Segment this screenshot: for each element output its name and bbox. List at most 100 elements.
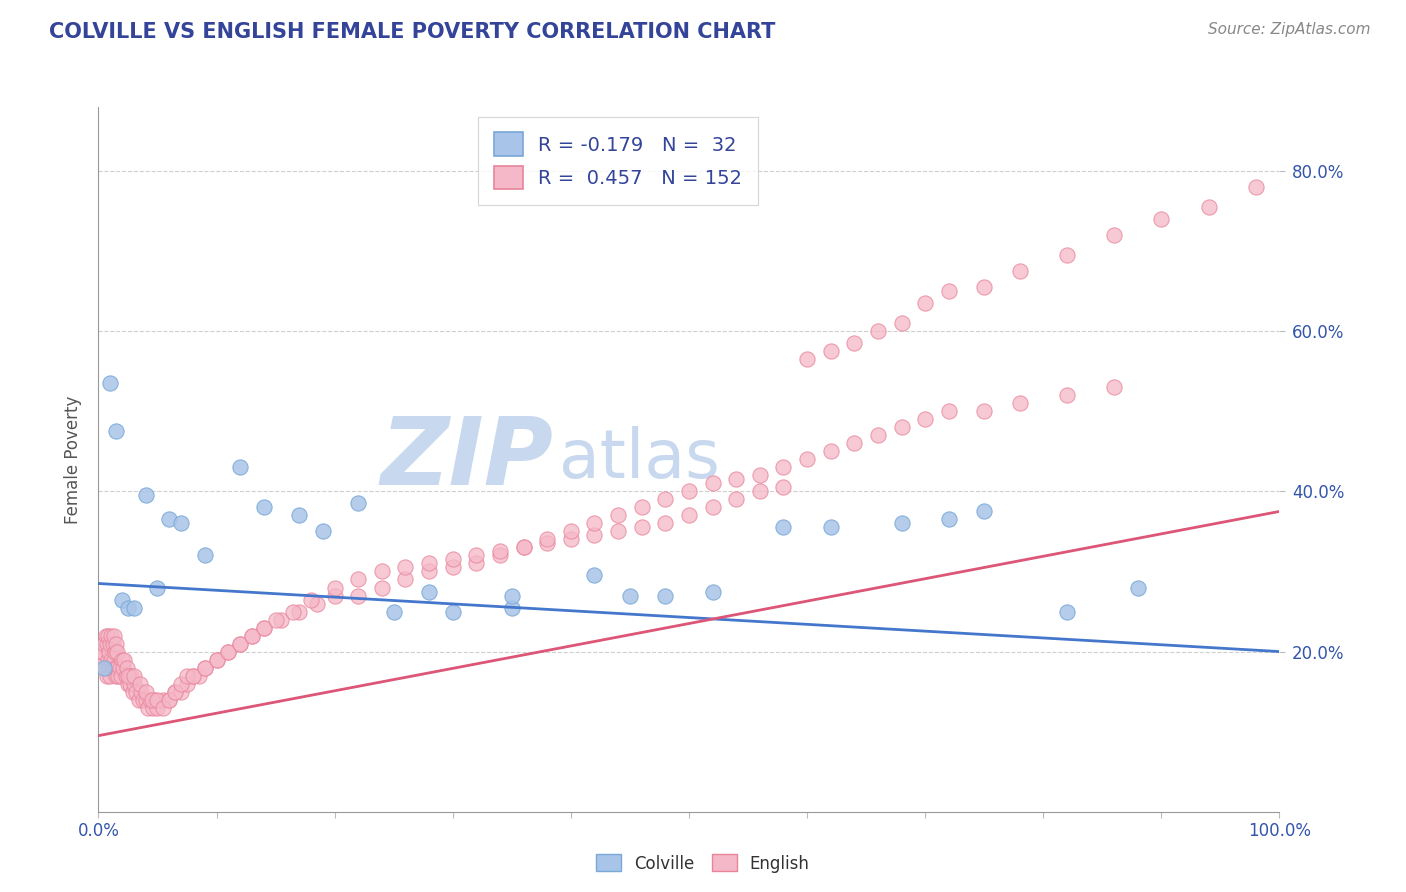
Point (583, 568, 606, 582)
Point (1198, 200, 1220, 214)
Point (121, 668, 143, 682)
Point (157, 512, 180, 526)
Point (512, 541, 534, 555)
Text: ZIP: ZIP (380, 413, 553, 506)
Point (101, 636, 124, 650)
Point (136, 700, 159, 714)
Point (104, 644, 127, 658)
Point (122, 676, 145, 690)
Point (501, 589, 523, 603)
Point (152, 692, 174, 706)
Point (139, 692, 162, 706)
Point (630, 500, 652, 515)
Point (205, 652, 228, 666)
Legend: R = -0.179   N =  32, R =  0.457   N = 152: R = -0.179 N = 32, R = 0.457 N = 152 (478, 117, 758, 205)
Point (111, 592, 134, 607)
Point (110, 668, 132, 682)
Point (607, 524, 630, 539)
Point (96, 636, 118, 650)
Point (122, 668, 145, 682)
Point (607, 508, 630, 523)
Point (128, 692, 150, 706)
Point (441, 560, 464, 574)
Point (914, 412, 936, 426)
Point (914, 296, 936, 310)
Point (890, 420, 912, 434)
Point (512, 541, 534, 555)
Point (702, 500, 724, 515)
Point (98, 644, 121, 658)
Point (312, 524, 335, 539)
Point (820, 344, 842, 359)
Point (120, 676, 142, 690)
Point (170, 676, 193, 690)
Point (90, 652, 112, 666)
Point (1102, 228, 1125, 243)
Point (135, 692, 157, 706)
Point (394, 573, 416, 587)
Point (111, 652, 134, 666)
Point (1056, 605, 1078, 619)
Point (98, 668, 121, 682)
Point (253, 621, 276, 635)
Point (382, 605, 405, 619)
Point (560, 524, 582, 539)
Point (748, 468, 770, 483)
Point (583, 528, 606, 542)
Point (118, 668, 141, 682)
Point (489, 544, 512, 558)
Point (94, 660, 117, 674)
Point (93, 636, 115, 650)
Point (194, 660, 217, 674)
Point (844, 336, 866, 351)
Point (441, 605, 464, 619)
Point (796, 452, 818, 467)
Point (347, 589, 370, 603)
Point (725, 472, 748, 486)
Point (371, 581, 394, 595)
Point (240, 628, 263, 642)
Point (654, 589, 676, 603)
Point (772, 520, 794, 534)
Point (170, 684, 193, 698)
Point (619, 589, 641, 603)
Point (890, 316, 912, 330)
Point (104, 660, 127, 674)
Point (253, 621, 276, 635)
Point (973, 504, 995, 518)
Point (181, 668, 204, 682)
Point (101, 660, 124, 674)
Point (125, 684, 148, 698)
Point (654, 492, 676, 507)
Point (105, 668, 128, 682)
Point (394, 560, 416, 574)
Point (418, 584, 440, 599)
Point (100, 628, 122, 642)
Point (100, 652, 122, 666)
Point (654, 516, 676, 531)
Point (97, 652, 120, 666)
Point (152, 700, 174, 714)
Text: Source: ZipAtlas.com: Source: ZipAtlas.com (1208, 22, 1371, 37)
Point (1056, 248, 1078, 262)
Point (187, 668, 209, 682)
Point (973, 280, 995, 294)
Point (105, 636, 128, 650)
Point (142, 700, 165, 714)
Y-axis label: Female Poverty: Female Poverty (65, 395, 83, 524)
Point (702, 584, 724, 599)
Point (165, 684, 187, 698)
Point (820, 444, 842, 458)
Point (117, 668, 139, 682)
Point (132, 692, 155, 706)
Point (583, 516, 606, 531)
Point (938, 284, 960, 298)
Point (229, 636, 252, 650)
Point (105, 660, 128, 674)
Point (299, 592, 322, 607)
Point (146, 700, 169, 714)
Text: atlas: atlas (560, 426, 720, 492)
Point (217, 644, 239, 658)
Point (157, 692, 180, 706)
Point (1008, 396, 1031, 410)
